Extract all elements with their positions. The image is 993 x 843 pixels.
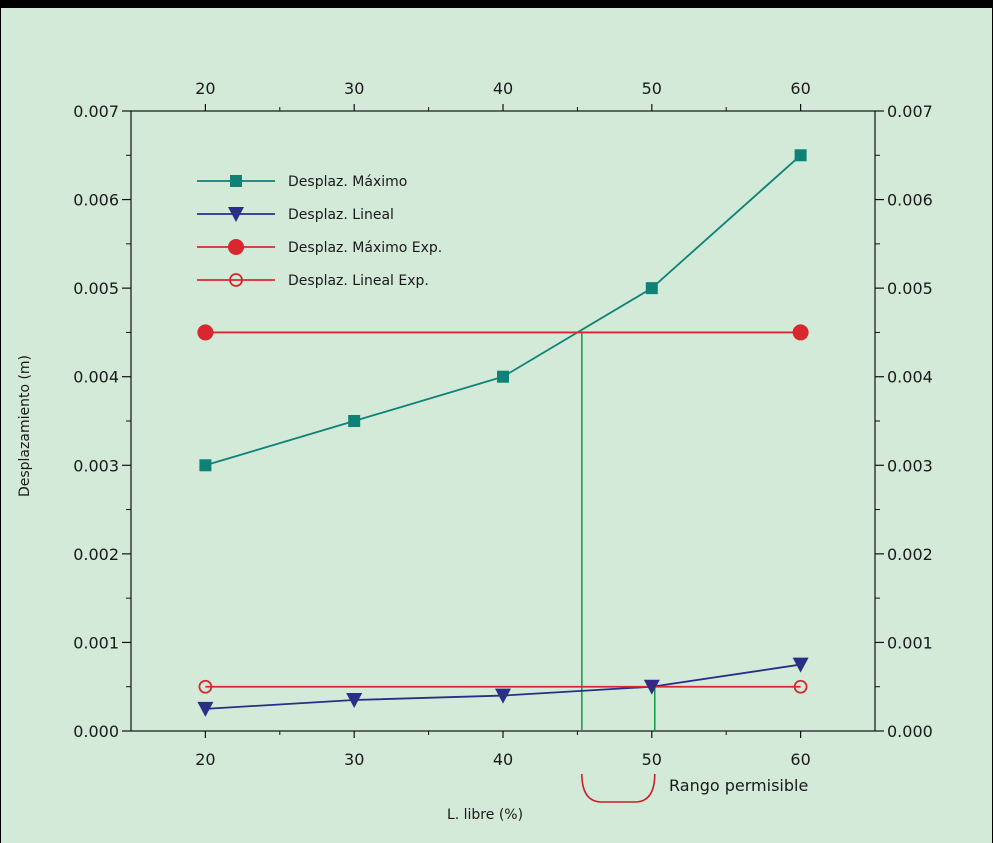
y-right-tick-label: 0.000 bbox=[887, 722, 933, 741]
chart-background bbox=[1, 8, 992, 843]
y-right-tick-label: 0.007 bbox=[887, 102, 933, 121]
x-axis-title: L. libre (%) bbox=[447, 807, 523, 823]
range-bracket bbox=[581, 773, 656, 803]
data-point-triangle bbox=[228, 207, 244, 222]
legend-label: Desplaz. Lineal bbox=[288, 207, 394, 223]
x-top-tick-label: 20 bbox=[195, 79, 215, 98]
x-tick-label: 20 bbox=[195, 750, 215, 769]
data-point-triangle bbox=[792, 657, 809, 673]
y-right-tick-label: 0.003 bbox=[887, 456, 933, 475]
data-point-square bbox=[230, 175, 242, 187]
y-right-tick-label: 0.004 bbox=[887, 368, 933, 387]
x-top-tick-label: 60 bbox=[790, 79, 810, 98]
y-axis-title: Desplazamiento (m) bbox=[17, 355, 33, 497]
x-top-tick-label: 30 bbox=[344, 79, 364, 98]
y-tick-label: 0.003 bbox=[73, 456, 119, 475]
y-right-tick-label: 0.005 bbox=[887, 279, 933, 298]
range-annotation-label: Rango permisible bbox=[669, 776, 808, 795]
y-tick-label: 0.006 bbox=[73, 191, 119, 210]
x-tick-label: 60 bbox=[790, 750, 810, 769]
y-right-tick-label: 0.001 bbox=[887, 633, 933, 652]
data-point-triangle bbox=[495, 688, 511, 704]
legend-label: Desplaz. Máximo Exp. bbox=[288, 240, 442, 256]
data-point-triangle bbox=[346, 693, 363, 708]
legend-label: Desplaz. Máximo bbox=[288, 174, 407, 190]
x-tick-label: 30 bbox=[344, 750, 364, 769]
data-point-circle-open bbox=[229, 273, 243, 287]
data-point-square bbox=[794, 149, 807, 162]
y-tick-label: 0.004 bbox=[73, 368, 119, 387]
data-point-triangle bbox=[643, 679, 660, 695]
data-point-square bbox=[645, 282, 658, 295]
x-top-tick-label: 40 bbox=[493, 79, 513, 98]
x-tick-label: 50 bbox=[642, 750, 662, 769]
y-right-tick-label: 0.006 bbox=[887, 191, 933, 210]
line-chart: 20 20 30 30 40 40 50 50 60 60 0.000 0.000 0.001 0.001… bbox=[1, 8, 992, 843]
x-top-tick-label: 50 bbox=[642, 79, 662, 98]
legend-label: Desplaz. Lineal Exp. bbox=[288, 273, 429, 289]
y-right-tick-label: 0.002 bbox=[887, 545, 933, 564]
data-point-circle bbox=[792, 324, 809, 341]
data-point-triangle bbox=[197, 701, 214, 717]
data-point-square bbox=[199, 459, 212, 472]
y-tick-label: 0.005 bbox=[73, 279, 119, 298]
data-point-square bbox=[348, 415, 361, 427]
y-tick-label: 0.002 bbox=[73, 545, 119, 564]
data-point-circle bbox=[197, 324, 214, 341]
y-tick-label: 0.000 bbox=[73, 722, 119, 741]
data-point-circle-open bbox=[793, 679, 808, 694]
data-point-circle bbox=[228, 239, 244, 255]
data-point-square bbox=[497, 370, 509, 383]
x-tick-label: 40 bbox=[493, 750, 513, 769]
y-tick-label: 0.007 bbox=[73, 102, 119, 121]
data-point-circle-open bbox=[198, 679, 213, 694]
y-tick-label: 0.001 bbox=[73, 633, 119, 652]
